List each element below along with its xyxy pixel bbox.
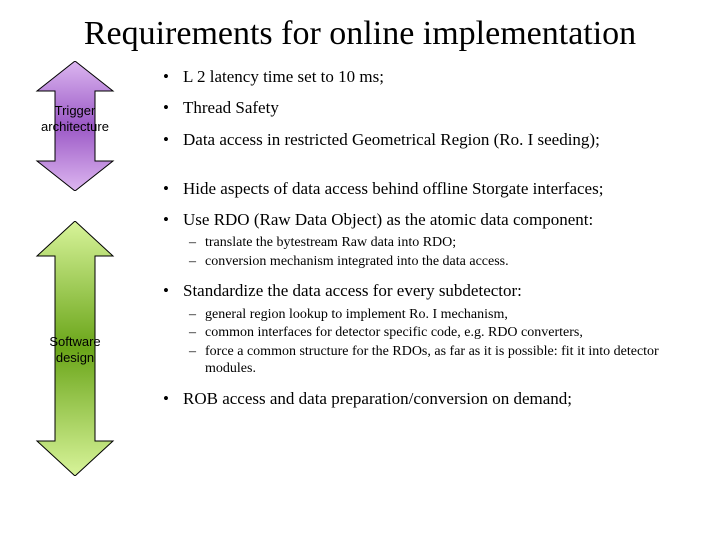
trigger-label-line2: architecture xyxy=(41,119,109,134)
bullet-item: Thread Safety xyxy=(155,97,710,118)
bullet-text: Use RDO (Raw Data Object) as the atomic … xyxy=(183,210,593,229)
bullet-list: Hide aspects of data access behind offli… xyxy=(155,178,710,409)
sub-bullet-item: common interfaces for detector specific … xyxy=(183,324,710,342)
sub-bullet-list: translate the bytestream Raw data into R… xyxy=(183,234,710,270)
sub-bullet-item: translate the bytestream Raw data into R… xyxy=(183,234,710,252)
right-column: L 2 latency time set to 10 ms; Thread Sa… xyxy=(155,66,710,419)
bullet-item: L 2 latency time set to 10 ms; xyxy=(155,66,710,87)
bullet-item: Hide aspects of data access behind offli… xyxy=(155,178,710,199)
bullet-item: ROB access and data preparation/conversi… xyxy=(155,388,710,409)
bullet-item: Use RDO (Raw Data Object) as the atomic … xyxy=(155,209,710,270)
trigger-label-line1: Trigger xyxy=(55,103,96,118)
bullet-list: L 2 latency time set to 10 ms; Thread Sa… xyxy=(155,66,710,150)
bullet-item: Standardize the data access for every su… xyxy=(155,280,710,377)
trigger-arrow-label: Trigger architecture xyxy=(15,103,135,136)
sub-bullet-list: general region lookup to implement Ro. I… xyxy=(183,306,710,378)
software-label-line1: Software xyxy=(49,334,100,349)
bullet-text: Standardize the data access for every su… xyxy=(183,281,522,300)
sub-bullet-item: general region lookup to implement Ro. I… xyxy=(183,306,710,324)
sub-bullet-item: conversion mechanism integrated into the… xyxy=(183,253,710,271)
left-column: Trigger architecture Software design xyxy=(0,61,150,501)
slide-content: Trigger architecture Software design xyxy=(0,61,720,501)
sub-bullet-item: force a common structure for the RDOs, a… xyxy=(183,343,710,378)
bullet-item: Data access in restricted Geometrical Re… xyxy=(155,129,710,150)
software-arrow-label: Software design xyxy=(15,334,135,367)
software-label-line2: design xyxy=(56,350,94,365)
slide-title: Requirements for online implementation xyxy=(0,0,720,61)
